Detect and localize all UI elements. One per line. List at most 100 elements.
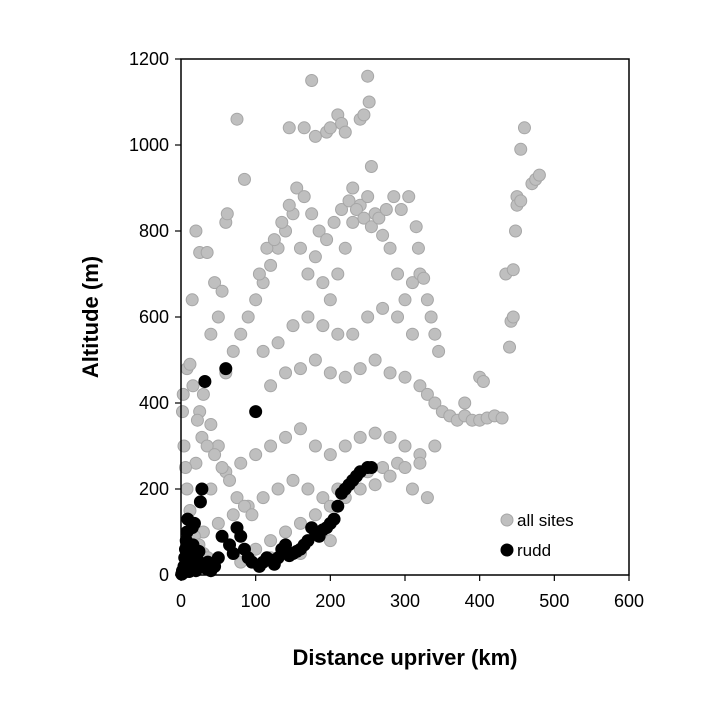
data-point — [282, 198, 296, 212]
data-point — [383, 366, 397, 380]
data-point — [249, 293, 263, 307]
data-point — [190, 413, 204, 427]
data-point — [249, 448, 263, 462]
data-point — [178, 461, 192, 474]
data-point — [323, 534, 337, 548]
data-point — [353, 362, 367, 376]
data-point — [323, 366, 337, 380]
data-point — [361, 310, 375, 324]
data-point — [495, 411, 509, 425]
data-point — [338, 370, 352, 384]
data-point — [200, 439, 214, 453]
data-point — [368, 426, 382, 440]
data-point — [211, 516, 225, 530]
data-point — [514, 194, 528, 208]
data-point — [271, 336, 285, 350]
data-point — [230, 112, 244, 126]
data-point — [193, 495, 207, 509]
data-point — [267, 233, 281, 247]
data-point — [428, 396, 442, 410]
y-axis-ticks: 0 200 400 600 800 1000 1200 — [129, 49, 181, 585]
data-point — [361, 69, 375, 83]
data-point — [391, 310, 405, 324]
data-point — [376, 301, 390, 315]
data-point — [176, 387, 190, 401]
data-point — [290, 181, 304, 195]
data-point — [398, 439, 412, 453]
data-point — [372, 211, 386, 225]
data-point — [335, 203, 349, 216]
data-point — [293, 516, 307, 530]
data-point — [316, 276, 330, 290]
y-tick-label: 800 — [139, 221, 169, 241]
data-point — [230, 491, 244, 505]
data-point — [189, 224, 203, 238]
y-tick-label: 200 — [139, 479, 169, 499]
data-point — [252, 267, 266, 281]
data-point — [428, 327, 442, 341]
data-point — [220, 207, 234, 221]
data-point — [402, 190, 416, 204]
data-point — [187, 516, 201, 530]
data-point — [260, 241, 274, 255]
data-point — [379, 203, 393, 216]
data-point — [342, 194, 356, 208]
data-point — [204, 327, 218, 341]
data-point — [331, 327, 345, 341]
data-point — [405, 482, 419, 496]
data-point — [362, 95, 376, 109]
data-point — [282, 121, 296, 135]
data-point — [223, 473, 237, 487]
data-point — [226, 547, 240, 560]
data-point — [192, 544, 206, 558]
legend-label: rudd — [517, 541, 551, 560]
data-point — [293, 422, 307, 436]
data-point — [409, 220, 423, 234]
data-point — [264, 439, 278, 453]
data-point — [420, 491, 434, 505]
data-point — [383, 241, 397, 255]
data-point — [279, 430, 293, 444]
legend-marker — [500, 543, 514, 557]
data-point — [211, 551, 225, 565]
data-point — [398, 293, 412, 307]
data-point — [184, 563, 198, 577]
data-point — [331, 499, 345, 513]
data-point — [198, 375, 212, 388]
data-point — [364, 160, 378, 173]
y-tick-label: 400 — [139, 393, 169, 413]
data-point — [208, 448, 222, 462]
data-point — [183, 357, 197, 371]
data-point — [186, 379, 200, 393]
data-point — [327, 215, 341, 229]
data-point — [305, 207, 319, 221]
data-point — [185, 293, 199, 307]
data-point — [271, 482, 285, 496]
data-point — [338, 241, 352, 255]
data-point — [353, 482, 367, 496]
data-point — [275, 215, 289, 229]
data-point — [420, 293, 434, 307]
data-point — [368, 353, 382, 367]
y-tick-label: 0 — [159, 565, 169, 585]
data-point — [301, 267, 315, 281]
data-point — [413, 456, 427, 470]
data-point — [376, 228, 390, 242]
data-point — [327, 512, 341, 526]
x-tick-label: 200 — [315, 591, 345, 611]
data-point — [361, 190, 375, 204]
data-point — [177, 439, 191, 453]
data-point — [364, 220, 378, 234]
data-point — [308, 439, 322, 453]
data-point — [316, 491, 330, 505]
data-point — [405, 327, 419, 341]
data-point — [532, 168, 546, 182]
data-point — [293, 362, 307, 376]
data-point — [305, 74, 319, 87]
data-point — [286, 473, 300, 487]
data-point — [308, 508, 322, 522]
data-point — [346, 181, 360, 195]
data-point — [353, 430, 367, 444]
data-point — [506, 310, 520, 324]
